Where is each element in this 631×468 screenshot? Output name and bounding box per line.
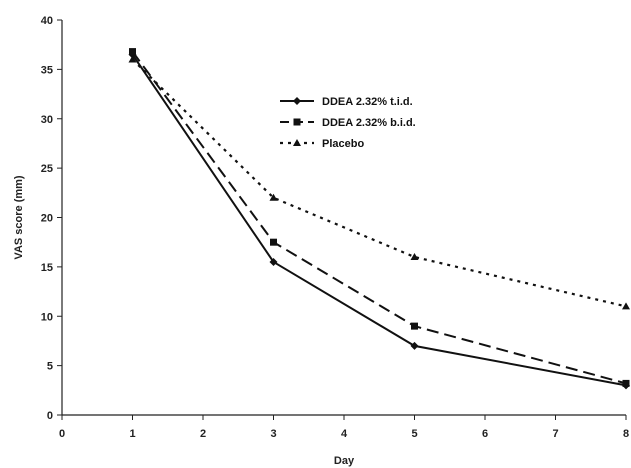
data-point-square — [270, 238, 277, 246]
legend-item: DDEA 2.32% b.i.d. — [280, 117, 416, 129]
x-tick-label: 8 — [623, 428, 629, 440]
x-tick-labels: 0 1 2 3 4 5 6 7 8 — [59, 428, 629, 440]
x-tick-label: 1 — [129, 428, 135, 440]
legend: DDEA 2.32% t.i.d. DDEA 2.32% b.i.d. Placeb… — [280, 96, 416, 150]
series-dashed — [129, 48, 630, 387]
legend-item: DDEA 2.32% t.i.d. — [280, 96, 413, 108]
x-tick-label: 7 — [552, 428, 558, 440]
x-tick-label: 6 — [482, 428, 488, 440]
y-tick-label: 0 — [47, 410, 53, 422]
data-point-triangle — [269, 193, 278, 201]
y-axis-label: VAS score (mm) — [13, 175, 25, 259]
data-point-square — [293, 118, 301, 126]
axes — [57, 19, 627, 420]
data-point-diamond — [269, 257, 278, 266]
x-tick-label: 2 — [200, 428, 206, 440]
y-tick-label: 35 — [41, 64, 53, 76]
y-tick-labels: 0 5 10 15 20 25 30 35 40 — [41, 15, 53, 422]
legend-item: Placebo — [280, 138, 364, 150]
x-tick-label: 4 — [341, 428, 348, 440]
data-point-triangle — [128, 55, 137, 63]
data-point-diamond — [293, 97, 301, 105]
x-axis-label: Day — [334, 455, 355, 467]
series-dotted — [128, 55, 630, 310]
legend-label: Placebo — [322, 138, 364, 150]
y-tick-label: 15 — [41, 262, 53, 274]
x-tick-label: 5 — [411, 428, 417, 440]
x-tick-label: 3 — [270, 428, 276, 440]
series-line — [131, 51, 627, 385]
y-tick-label: 10 — [41, 311, 53, 323]
legend-label: DDEA 2.32% t.i.d. — [322, 96, 413, 108]
y-tick-label: 40 — [41, 15, 53, 27]
series-layer — [128, 48, 630, 390]
data-point-square — [411, 322, 418, 330]
y-tick-label: 5 — [47, 361, 53, 373]
data-point-square — [622, 379, 630, 387]
data-point-triangle — [622, 302, 630, 310]
data-point-triangle — [410, 253, 419, 260]
legend-label: DDEA 2.32% b.i.d. — [322, 117, 416, 129]
series-line — [131, 54, 627, 387]
series-line — [131, 58, 627, 308]
x-tick-label: 0 — [59, 428, 65, 440]
y-tick-label: 25 — [41, 163, 53, 175]
data-point-triangle — [293, 139, 301, 146]
data-point-square — [129, 48, 136, 56]
y-tick-label: 30 — [41, 114, 53, 126]
data-point-diamond — [410, 341, 419, 350]
y-tick-label: 20 — [41, 213, 53, 225]
